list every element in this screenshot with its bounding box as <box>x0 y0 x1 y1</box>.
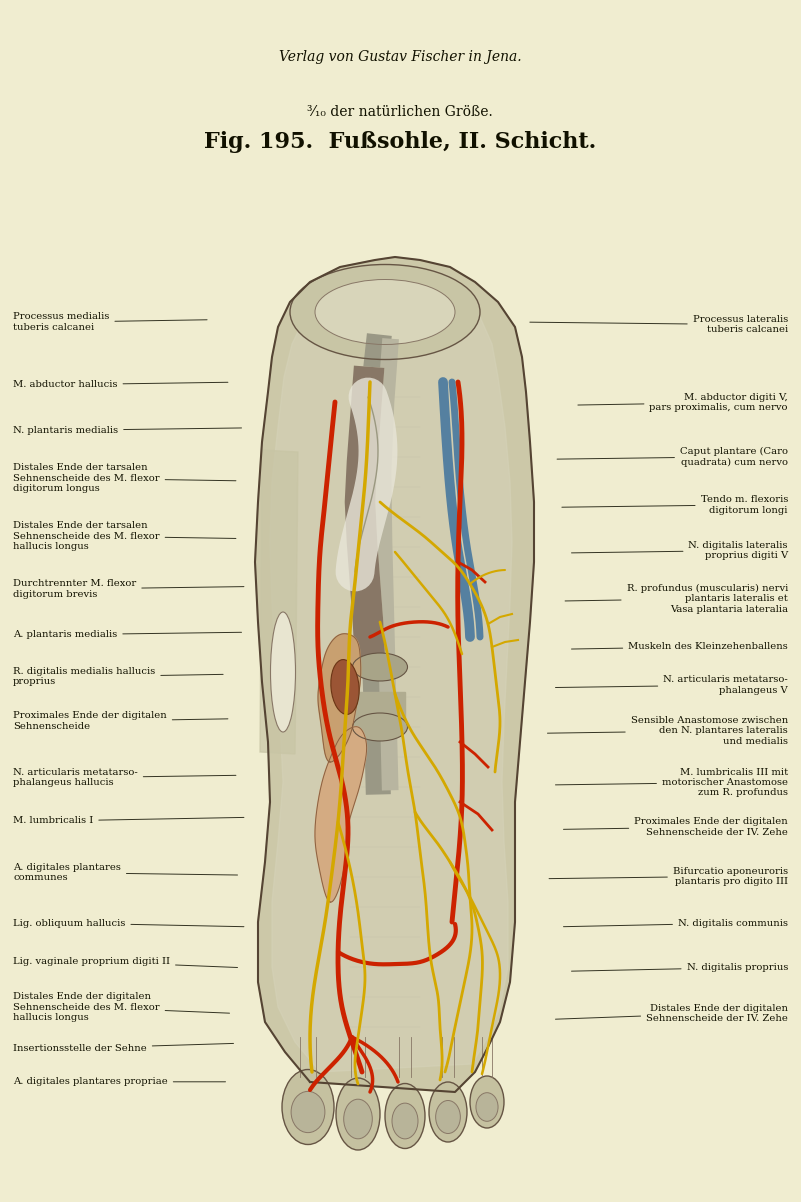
Ellipse shape <box>315 280 455 345</box>
Ellipse shape <box>352 653 408 682</box>
Text: N. digitalis communis: N. digitalis communis <box>563 918 788 928</box>
Text: M. lumbricalis III mit
motorischer Anastomose
zum R. profundus: M. lumbricalis III mit motorischer Anast… <box>555 768 788 797</box>
Text: N. digitalis proprius: N. digitalis proprius <box>571 963 788 972</box>
Text: Proximales Ende der digitalen
Sehnenscheide: Proximales Ende der digitalen Sehnensche… <box>13 712 228 731</box>
Text: M. abductor hallucis: M. abductor hallucis <box>13 380 228 389</box>
Text: Muskeln des Kleinzehenballens: Muskeln des Kleinzehenballens <box>571 642 788 651</box>
Text: Lig. vaginale proprium digiti II: Lig. vaginale proprium digiti II <box>13 957 238 968</box>
Ellipse shape <box>429 1082 467 1142</box>
Text: Verlag von Gustav Fischer in Jena.: Verlag von Gustav Fischer in Jena. <box>279 50 521 64</box>
Text: Processus lateralis
tuberis calcanei: Processus lateralis tuberis calcanei <box>529 315 788 334</box>
Polygon shape <box>318 633 360 762</box>
Text: Distales Ende der tarsalen
Sehnenscheide des M. flexor
hallucis longus: Distales Ende der tarsalen Sehnenscheide… <box>13 522 236 551</box>
Text: Insertionsstelle der Sehne: Insertionsstelle der Sehne <box>13 1043 234 1053</box>
Ellipse shape <box>290 264 480 359</box>
Text: N. plantaris medialis: N. plantaris medialis <box>13 426 242 435</box>
Text: N. articularis metatarso-
phalangeus hallucis: N. articularis metatarso- phalangeus hal… <box>13 768 236 787</box>
Ellipse shape <box>470 1076 504 1127</box>
Ellipse shape <box>336 1078 380 1150</box>
Text: N. articularis metatarso-
phalangeus V: N. articularis metatarso- phalangeus V <box>555 676 788 695</box>
Text: Sensible Anastomose zwischen
den N. plantares lateralis
und medialis: Sensible Anastomose zwischen den N. plan… <box>547 716 788 745</box>
Ellipse shape <box>476 1093 498 1121</box>
Text: R. digitalis medialis hallucis
proprius: R. digitalis medialis hallucis proprius <box>13 667 223 686</box>
Text: A. digitales plantares
communes: A. digitales plantares communes <box>13 863 238 882</box>
Ellipse shape <box>282 1070 334 1144</box>
Text: M. abductor digiti V,
pars proximalis, cum nervo: M. abductor digiti V, pars proximalis, c… <box>578 393 788 412</box>
Text: M. lumbricalis I: M. lumbricalis I <box>13 816 244 826</box>
Ellipse shape <box>392 1103 418 1138</box>
Text: Distales Ende der tarsalen
Sehnenscheide des M. flexor
digitorum longus: Distales Ende der tarsalen Sehnenscheide… <box>13 464 236 493</box>
Ellipse shape <box>436 1101 461 1133</box>
Text: Processus medialis
tuberis calcanei: Processus medialis tuberis calcanei <box>13 313 207 332</box>
Text: Durchtrennter M. flexor
digitorum brevis: Durchtrennter M. flexor digitorum brevis <box>13 579 244 599</box>
Text: R. profundus (muscularis) nervi
plantaris lateralis et
Vasa plantaria lateralia: R. profundus (muscularis) nervi plantari… <box>565 584 788 613</box>
Text: Tendo m. flexoris
digitorum longi: Tendo m. flexoris digitorum longi <box>562 495 788 514</box>
Text: ³⁄₁₀ der natürlichen Größe.: ³⁄₁₀ der natürlichen Größe. <box>307 105 493 119</box>
Ellipse shape <box>271 612 296 732</box>
Ellipse shape <box>331 660 359 714</box>
Text: Distales Ende der digitalen
Sehnenscheide des M. flexor
hallucis longus: Distales Ende der digitalen Sehnenscheid… <box>13 993 230 1022</box>
Text: Bifurcatio aponeuroris
plantaris pro digito III: Bifurcatio aponeuroris plantaris pro dig… <box>549 867 788 886</box>
Polygon shape <box>260 450 298 754</box>
Text: A. digitales plantares propriae: A. digitales plantares propriae <box>13 1077 226 1087</box>
Text: Distales Ende der digitalen
Sehnenscheide der IV. Zehe: Distales Ende der digitalen Sehnenscheid… <box>555 1004 788 1023</box>
Text: Lig. obliquum hallucis: Lig. obliquum hallucis <box>13 918 244 928</box>
Text: Proximales Ende der digitalen
Sehnenscheide der IV. Zehe: Proximales Ende der digitalen Sehnensche… <box>563 817 788 837</box>
Polygon shape <box>355 692 405 727</box>
Text: A. plantaris medialis: A. plantaris medialis <box>13 630 242 639</box>
Text: N. digitalis lateralis
proprius digiti V: N. digitalis lateralis proprius digiti V <box>571 541 788 560</box>
Polygon shape <box>270 284 512 1072</box>
Ellipse shape <box>291 1091 325 1132</box>
Polygon shape <box>255 257 534 1091</box>
Ellipse shape <box>352 713 408 740</box>
Text: Caput plantare (Caro
quadrata) cum nervo: Caput plantare (Caro quadrata) cum nervo <box>557 447 788 466</box>
Ellipse shape <box>385 1083 425 1148</box>
Polygon shape <box>315 727 367 903</box>
Text: Fig. 195.  Fußsohle, II. Schicht.: Fig. 195. Fußsohle, II. Schicht. <box>204 131 596 153</box>
Ellipse shape <box>344 1099 372 1138</box>
